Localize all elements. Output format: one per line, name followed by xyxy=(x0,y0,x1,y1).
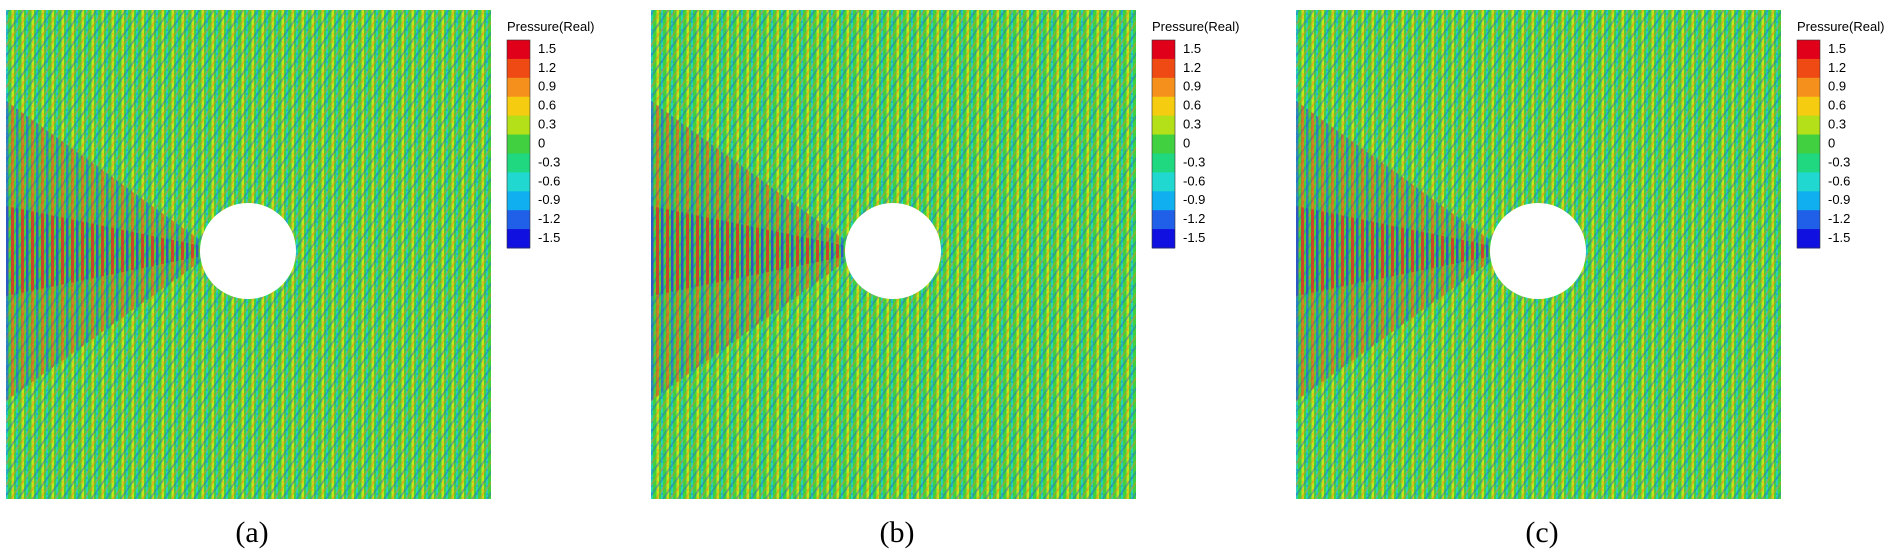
legend-label: 1.5 xyxy=(1828,41,1846,56)
colorbar-cell xyxy=(507,115,530,136)
caption: (c) xyxy=(1525,516,1558,549)
colorbar-cell xyxy=(507,58,530,79)
legend-label: 1.5 xyxy=(538,41,556,56)
legend-label: -1.5 xyxy=(1828,230,1850,245)
colorbar-cell xyxy=(1797,229,1820,249)
cylinder xyxy=(1490,203,1586,299)
legend-label: 0.6 xyxy=(538,98,556,113)
colorbar-cell xyxy=(1152,172,1175,192)
colorbar-cell xyxy=(507,210,530,230)
colorbar-frame xyxy=(1796,39,1821,249)
panel: Pressure(Real) 1.5 1.2 0.9 0.6 0.3 0 -0.3 -0.6 -0… xyxy=(1296,10,1884,549)
legend-label: -0.6 xyxy=(1183,173,1205,188)
legend-label: -0.3 xyxy=(1183,154,1205,169)
colorbar-cell xyxy=(507,191,530,211)
colorbar-cell xyxy=(507,96,530,117)
colorbar-cell xyxy=(507,172,530,192)
colorbar-cell xyxy=(1152,115,1175,136)
legend-label: 0.6 xyxy=(1183,98,1201,113)
colorbar-cell xyxy=(1152,96,1175,117)
colorbar-cell xyxy=(1797,210,1820,230)
legend-label: -0.9 xyxy=(1183,192,1205,207)
legend-label: 1.2 xyxy=(538,60,556,75)
colorbar-cell xyxy=(1797,191,1820,211)
colorbar-frame xyxy=(506,39,531,249)
colorbar-cell xyxy=(1152,40,1175,60)
legend-label: 0.9 xyxy=(538,79,556,94)
colorbar-cell xyxy=(1152,153,1175,173)
colorbar-cell xyxy=(1797,153,1820,173)
colorbar-cell xyxy=(507,77,530,98)
legend-label: -1.5 xyxy=(538,230,560,245)
legend-label: -0.6 xyxy=(538,173,560,188)
legend-label: 1.5 xyxy=(1183,41,1201,56)
legend-label: 0.9 xyxy=(1828,79,1846,94)
colorbar-cell xyxy=(1797,77,1820,98)
colorbar-cell xyxy=(507,229,530,249)
legend-label: -1.5 xyxy=(1183,230,1205,245)
colorbar-cell xyxy=(1152,77,1175,98)
legend-label: -0.9 xyxy=(1828,192,1850,207)
caption: (b) xyxy=(880,516,915,549)
legend-label: 0.6 xyxy=(1828,98,1846,113)
cylinder xyxy=(845,203,941,299)
panel: Pressure(Real) 1.5 1.2 0.9 0.6 0.3 0 -0.3 -0.6 -0… xyxy=(6,10,594,549)
colorbar-cell xyxy=(1152,191,1175,211)
legend-label: 0 xyxy=(538,135,545,150)
colorbar-cell xyxy=(1797,172,1820,192)
reflected-wave-core xyxy=(6,206,202,296)
legend-label: 1.2 xyxy=(1828,60,1846,75)
legend-label: -0.3 xyxy=(538,154,560,169)
colorbar-cell xyxy=(1797,40,1820,60)
legend-label: -0.9 xyxy=(538,192,560,207)
legend-label: 0.3 xyxy=(538,117,556,132)
panel: Pressure(Real) 1.5 1.2 0.9 0.6 0.3 0 -0.3 -0.6 -0… xyxy=(651,10,1239,549)
colorbar-cell xyxy=(507,153,530,173)
legend-label: 0 xyxy=(1183,135,1190,150)
caption: (a) xyxy=(235,516,268,549)
reflected-wave-core xyxy=(651,206,847,296)
colorbar-cell xyxy=(1152,210,1175,230)
colorbar-cell xyxy=(1797,96,1820,117)
colorbar-cell xyxy=(1152,229,1175,249)
legend-label: -1.2 xyxy=(1183,211,1205,226)
legend-label: -0.6 xyxy=(1828,173,1850,188)
legend-label: 0.9 xyxy=(1183,79,1201,94)
legend-label: 0.3 xyxy=(1828,117,1846,132)
colorbar-cell xyxy=(1152,134,1175,154)
colorbar-cell xyxy=(1152,58,1175,79)
colorbar-cell xyxy=(507,40,530,60)
cylinder xyxy=(200,203,296,299)
legend-label: -1.2 xyxy=(1828,211,1850,226)
legend-title: Pressure(Real) xyxy=(1797,19,1884,34)
legend-title: Pressure(Real) xyxy=(507,19,594,34)
legend-label: -0.3 xyxy=(1828,154,1850,169)
legend-label: 0.3 xyxy=(1183,117,1201,132)
legend-label: -1.2 xyxy=(538,211,560,226)
legend-label: 1.2 xyxy=(1183,60,1201,75)
colorbar-cell xyxy=(1797,115,1820,136)
colorbar-cell xyxy=(1797,134,1820,154)
colorbar-frame xyxy=(1151,39,1176,249)
reflected-wave-core xyxy=(1296,206,1492,296)
legend-label: 0 xyxy=(1828,135,1835,150)
colorbar-cell xyxy=(1797,58,1820,79)
legend-title: Pressure(Real) xyxy=(1152,19,1239,34)
colorbar-cell xyxy=(507,134,530,154)
